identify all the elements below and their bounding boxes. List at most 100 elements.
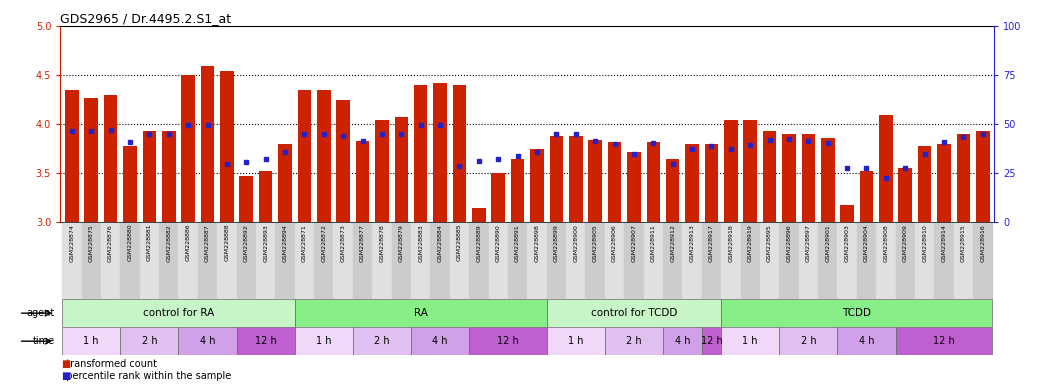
Text: GSM228884: GSM228884 — [438, 224, 442, 262]
Bar — [237, 327, 295, 355]
Text: GSM228892: GSM228892 — [244, 224, 249, 262]
Bar — [101, 222, 120, 299]
Text: GSM228886: GSM228886 — [186, 224, 191, 262]
Text: GSM228903: GSM228903 — [845, 224, 849, 262]
Bar — [589, 140, 602, 222]
Text: GSM228887: GSM228887 — [206, 224, 210, 262]
Text: 1 h: 1 h — [742, 336, 758, 346]
Text: GSM228910: GSM228910 — [922, 224, 927, 262]
Bar — [624, 222, 644, 299]
Bar — [449, 222, 469, 299]
Bar — [373, 222, 391, 299]
Bar — [838, 327, 896, 355]
Bar — [841, 205, 854, 222]
Bar — [317, 90, 330, 222]
Text: GSM228879: GSM228879 — [399, 224, 404, 262]
Bar — [879, 115, 893, 222]
Bar — [682, 222, 702, 299]
Bar — [162, 131, 175, 222]
Text: GSM228876: GSM228876 — [108, 224, 113, 262]
Text: GSM228891: GSM228891 — [515, 224, 520, 262]
Text: GSM228890: GSM228890 — [496, 224, 500, 262]
Text: 4 h: 4 h — [675, 336, 690, 346]
Text: control for RA: control for RA — [143, 308, 214, 318]
Bar — [179, 222, 198, 299]
Bar — [469, 222, 489, 299]
Bar — [65, 90, 79, 222]
Text: GSM228894: GSM228894 — [282, 224, 288, 262]
Text: GSM228875: GSM228875 — [88, 224, 93, 262]
Text: GSM228919: GSM228919 — [747, 224, 753, 262]
Bar — [527, 222, 547, 299]
Bar — [453, 85, 466, 222]
Text: GSM228916: GSM228916 — [980, 224, 985, 262]
Text: 12 h: 12 h — [497, 336, 519, 346]
Text: agent: agent — [27, 308, 55, 318]
Bar — [353, 327, 411, 355]
Bar — [934, 222, 954, 299]
Bar — [62, 327, 120, 355]
Bar — [721, 299, 992, 327]
Bar — [469, 327, 547, 355]
Text: transformed count: transformed count — [60, 359, 157, 369]
Text: GSM228872: GSM228872 — [322, 224, 326, 262]
Bar — [198, 222, 217, 299]
Bar — [489, 222, 508, 299]
Bar — [472, 208, 486, 222]
Bar — [258, 171, 272, 222]
Bar — [899, 169, 912, 222]
Text: GSM228895: GSM228895 — [767, 224, 772, 262]
Bar — [721, 327, 780, 355]
Bar — [256, 222, 275, 299]
Bar — [159, 222, 179, 299]
Bar — [530, 149, 544, 222]
Text: control for TCDD: control for TCDD — [591, 308, 677, 318]
Bar — [647, 142, 660, 222]
Bar — [954, 222, 973, 299]
Bar — [702, 327, 721, 355]
Bar — [391, 222, 411, 299]
Bar — [142, 131, 156, 222]
Bar — [547, 327, 605, 355]
Text: GSM228918: GSM228918 — [729, 224, 733, 262]
Bar — [120, 327, 179, 355]
Text: GSM228874: GSM228874 — [70, 224, 75, 262]
Text: 12 h: 12 h — [933, 336, 955, 346]
Bar — [876, 222, 896, 299]
Bar — [394, 117, 408, 222]
Bar — [82, 222, 101, 299]
Bar — [666, 159, 680, 222]
Bar — [414, 85, 428, 222]
Text: GSM228882: GSM228882 — [166, 224, 171, 262]
Bar — [547, 299, 721, 327]
Bar — [859, 171, 873, 222]
Bar — [547, 222, 566, 299]
Text: GSM228905: GSM228905 — [593, 224, 598, 262]
Text: 1 h: 1 h — [568, 336, 583, 346]
Text: percentile rank within the sample: percentile rank within the sample — [60, 371, 231, 381]
Text: GSM228900: GSM228900 — [573, 224, 578, 262]
Bar — [821, 138, 835, 222]
Text: GSM228896: GSM228896 — [787, 224, 791, 262]
Bar — [104, 95, 117, 222]
Bar — [780, 327, 838, 355]
Bar — [431, 222, 449, 299]
Bar — [220, 71, 234, 222]
Text: GSM228908: GSM228908 — [883, 224, 889, 262]
Bar — [182, 76, 195, 222]
Bar — [702, 222, 721, 299]
Text: 1 h: 1 h — [83, 336, 99, 346]
Bar — [763, 131, 776, 222]
Bar — [937, 144, 951, 222]
Text: GSM228912: GSM228912 — [671, 224, 675, 262]
Bar — [298, 90, 311, 222]
Text: GSM228881: GSM228881 — [146, 224, 152, 262]
Text: GSM228901: GSM228901 — [825, 224, 830, 262]
Bar — [491, 174, 506, 222]
Bar — [295, 299, 547, 327]
Text: GSM228898: GSM228898 — [535, 224, 540, 262]
Bar — [569, 136, 582, 222]
Text: GSM228880: GSM228880 — [128, 224, 133, 262]
Text: 12 h: 12 h — [254, 336, 276, 346]
Text: GSM228871: GSM228871 — [302, 224, 307, 262]
